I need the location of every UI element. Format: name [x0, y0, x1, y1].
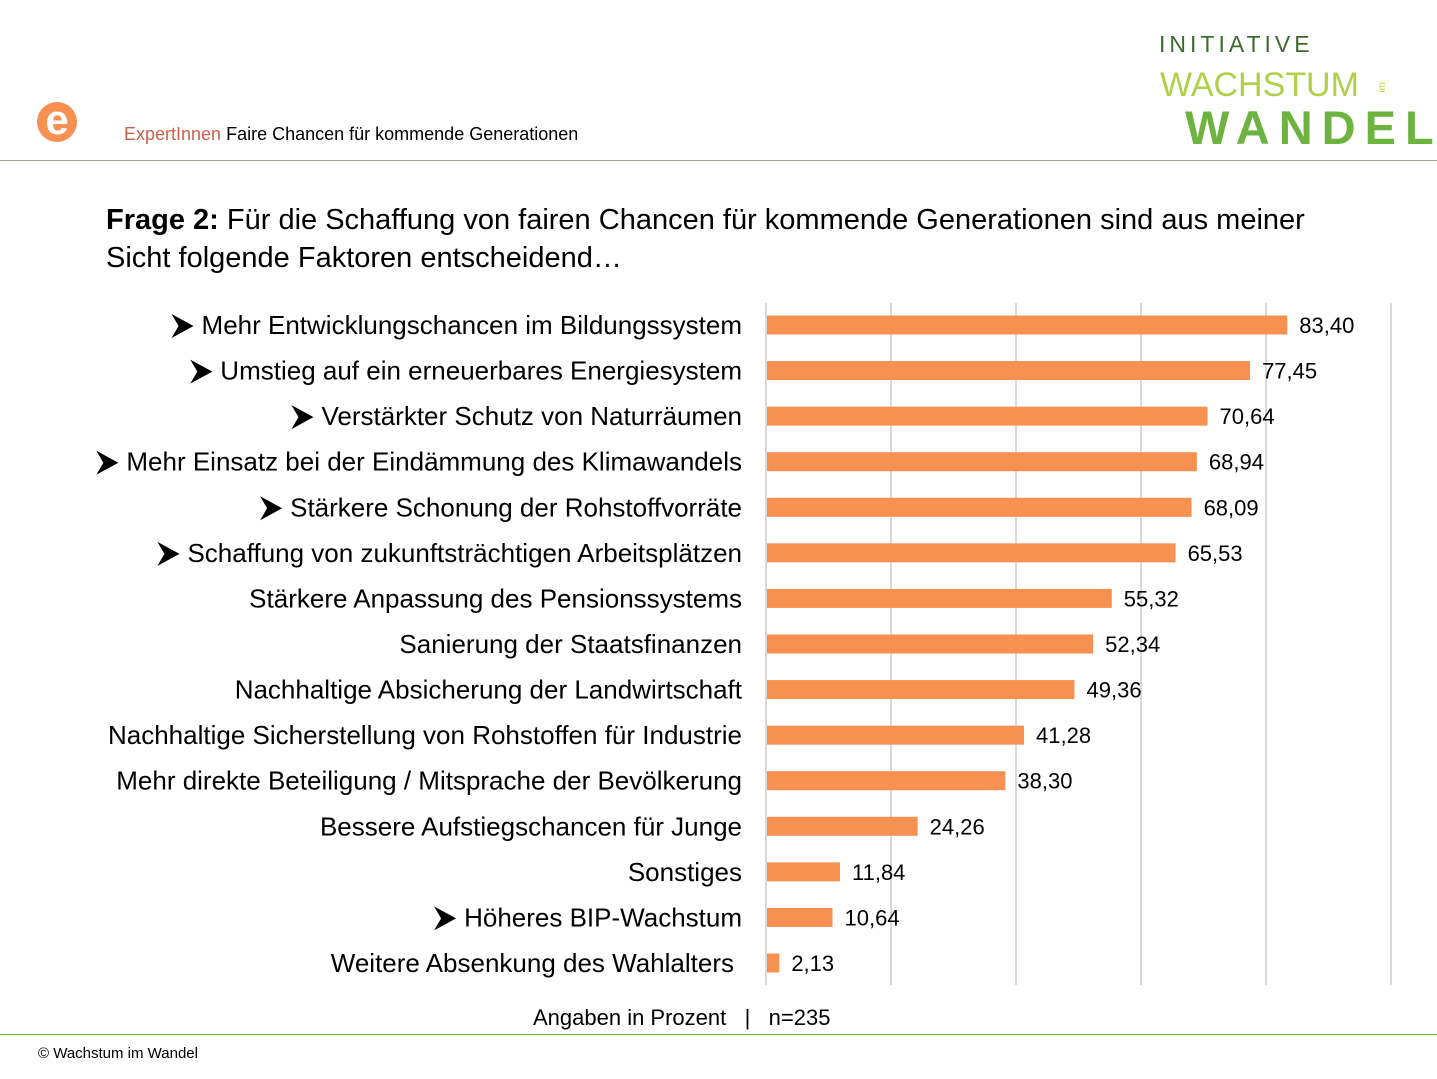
bar [767, 315, 1288, 335]
bar [767, 680, 1075, 700]
category-label: Mehr Einsatz bei der Eindämmung des Klim… [126, 447, 742, 477]
title-text: Für die Schaffung von fairen Chancen für… [106, 204, 1305, 274]
category-label: Nachhaltige Absicherung der Landwirtscha… [235, 675, 743, 705]
arrow-icon [171, 314, 194, 338]
bar [767, 862, 840, 882]
title-bold: Frage 2: [106, 204, 219, 236]
copyright: © Wachstum im Wandel [38, 1045, 198, 1062]
value-label: 68,94 [1209, 450, 1264, 475]
value-label: 24,26 [930, 814, 985, 839]
arrow-icon [291, 405, 314, 430]
e-logo: e [37, 99, 77, 142]
value-label: 52,34 [1105, 632, 1160, 657]
category-label: Schaffung von zukunftsträchtigen Arbeits… [187, 538, 742, 568]
bar [767, 725, 1024, 745]
bar [767, 497, 1192, 517]
chart-title: Frage 2: Für die Schaffung von fairen Ch… [106, 201, 1356, 277]
category-label: Stärkere Schonung der Rohstoffvorräte [290, 492, 742, 522]
footer-note: Angaben in Prozent | n=235 [533, 1005, 831, 1030]
value-label: 70,64 [1220, 404, 1275, 429]
bar [767, 907, 833, 927]
bar [767, 771, 1006, 791]
arrow-icon [434, 906, 457, 931]
arrow-icon [260, 496, 283, 521]
category-label: Nachhaltige Sicherstellung von Rohstoffe… [108, 720, 742, 750]
header-divider [0, 160, 1437, 161]
bar [767, 816, 918, 836]
header-subtitle: ExpertInnen Faire Chancen für kommende G… [124, 124, 578, 145]
value-label: 10,64 [845, 905, 900, 930]
value-label: 49,36 [1087, 678, 1142, 703]
arrow-icon [157, 541, 180, 566]
category-label: Weitere Absenkung des Wahlalters [331, 948, 734, 978]
bar [767, 634, 1094, 654]
bar [767, 452, 1197, 472]
category-label: Stärkere Anpassung des Pensionssystems [249, 583, 742, 613]
category-label: Höheres BIP-Wachstum [464, 902, 742, 932]
brand-line2: WACHSTUM [1160, 66, 1359, 104]
value-label: 65,53 [1188, 541, 1243, 566]
bar [767, 361, 1251, 381]
category-label: Umstieg auf ein erneuerbares Energiesyst… [220, 356, 742, 386]
arrow-icon [96, 450, 119, 475]
subtitle-text: Faire Chancen für kommende Generationen [226, 124, 579, 144]
footer-divider [0, 1034, 1437, 1035]
category-label: Mehr Entwicklungschancen im Bildungssyst… [202, 310, 742, 340]
bar [767, 406, 1208, 426]
value-label: 38,30 [1017, 769, 1072, 794]
brand-line1: INITIATIVE [1159, 31, 1314, 57]
value-label: 55,32 [1124, 586, 1179, 611]
brand-line3: WANDEL [1185, 101, 1437, 154]
category-label: Verstärkter Schutz von Naturräumen [321, 401, 742, 431]
category-label: Sonstiges [628, 857, 742, 887]
category-label: Sanierung der Staatsfinanzen [399, 629, 742, 659]
value-label: 83,40 [1299, 313, 1354, 338]
category-label: Bessere Aufstiegschancen für Junge [320, 811, 742, 841]
arrow-icon [190, 359, 213, 384]
bar [767, 543, 1176, 563]
bar [767, 588, 1112, 608]
value-label: 11,84 [852, 860, 905, 885]
value-label: 68,09 [1204, 495, 1259, 520]
value-label: 2,13 [791, 951, 834, 976]
value-label: 77,45 [1262, 359, 1317, 384]
category-label: Mehr direkte Beteiligung / Mitsprache de… [116, 766, 742, 796]
subtitle-accent: ExpertInnen [124, 124, 222, 144]
bar [767, 953, 780, 973]
value-label: 41,28 [1036, 723, 1091, 748]
